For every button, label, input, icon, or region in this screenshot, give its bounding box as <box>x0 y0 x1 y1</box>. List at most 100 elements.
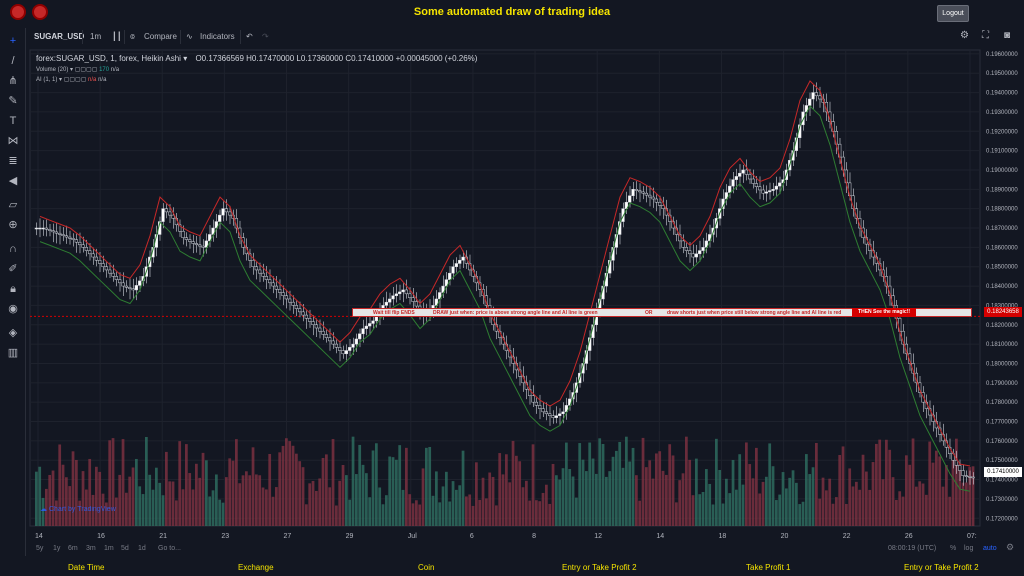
indicators-icon[interactable]: ∿ <box>186 32 193 41</box>
level-price-badge: 0.18243658 <box>984 307 1022 317</box>
eye-icon[interactable]: ◉ <box>8 303 18 315</box>
settings-icon[interactable]: ⚙ <box>1006 542 1015 552</box>
goto-button[interactable]: Go to... <box>158 545 181 552</box>
ruler-icon[interactable]: ▱ <box>8 199 18 211</box>
x-tick-label: 21 <box>159 533 167 540</box>
candle <box>904 343 908 355</box>
fullscreen-icon[interactable]: ⛶ <box>982 30 989 41</box>
range-1y[interactable]: 1y <box>53 545 61 552</box>
compare-button[interactable]: Compare <box>144 32 177 41</box>
volume-bar <box>321 457 325 526</box>
tradingview-watermark[interactable]: ☁ Chart by TradingView <box>40 506 116 513</box>
range-1m[interactable]: 1m <box>104 545 114 552</box>
footer-labels: Date Time Exchange Coin Entry or Take Pr… <box>0 560 1024 576</box>
volume-bar <box>671 455 675 526</box>
lock-drawings-icon[interactable]: ✐ <box>8 263 18 275</box>
lock-icon[interactable]: 🔒︎ <box>10 283 16 295</box>
symbol-legend[interactable]: forex:SUGAR_USD, 1, forex, Heikin Ashi <box>36 54 181 63</box>
volume-bar <box>351 436 355 526</box>
volume-bar <box>471 505 475 526</box>
trash-icon[interactable]: ▥ <box>7 347 19 359</box>
candle <box>811 92 815 100</box>
candle-style-icon[interactable]: ┃┃ <box>112 32 122 41</box>
range-6m[interactable]: 6m <box>68 545 78 552</box>
crosshair-icon[interactable]: + <box>9 35 17 47</box>
compare-icon[interactable]: ⟃ <box>130 32 135 41</box>
log-toggle[interactable]: log <box>964 545 974 552</box>
volume-bar <box>475 462 478 526</box>
volume-bar <box>728 493 732 526</box>
interval-button[interactable]: 1m <box>90 32 102 41</box>
volume-bar <box>491 476 495 526</box>
volume-bar <box>765 476 768 526</box>
volume-bar <box>908 464 912 526</box>
forecast-icon[interactable]: ≣ <box>8 155 18 167</box>
volume-bar <box>338 480 342 526</box>
volume-bar <box>815 442 818 526</box>
layers-icon[interactable]: ◈ <box>8 327 18 339</box>
zoom-icon[interactable]: ⊕ <box>8 219 18 231</box>
range-3m[interactable]: 3m <box>86 545 96 552</box>
text-icon[interactable]: T <box>9 115 17 127</box>
y-tick-label: 0.19000000 <box>986 168 1018 174</box>
candle <box>738 172 742 177</box>
volume-bar <box>541 492 545 526</box>
candle <box>84 247 88 251</box>
volume-bar <box>841 446 845 526</box>
candle <box>724 192 728 200</box>
candle <box>918 382 922 393</box>
ai-legend[interactable]: AI (1, 1) <box>36 77 58 83</box>
volume-bar <box>98 471 102 526</box>
candle <box>544 411 548 415</box>
magnet-icon[interactable]: ∩ <box>9 243 17 255</box>
volume-bar <box>855 481 858 526</box>
volume-bar <box>758 493 762 526</box>
candle <box>214 221 218 229</box>
x-tick-label: 12 <box>594 533 602 540</box>
price-chart[interactable]: 0.19600000 0.19500000 0.19400000 0.19300000… <box>28 48 1024 556</box>
candle <box>444 279 448 287</box>
volume-bar <box>665 474 668 526</box>
trend-line-icon[interactable]: / <box>11 55 15 67</box>
brand-logo-icon[interactable] <box>10 4 26 20</box>
pattern-icon[interactable]: ⋈ <box>7 135 19 147</box>
legend-dropdown-icon[interactable]: ▾ <box>183 54 190 63</box>
y-tick-label: 0.19200000 <box>986 129 1018 135</box>
legend-dropdown-icon[interactable]: ▾ ▢▢▢▢ <box>59 77 89 83</box>
candle <box>81 244 85 248</box>
volume-bar <box>768 443 772 526</box>
pitchfork-icon[interactable]: ⋔ <box>8 75 18 87</box>
ai-red-line <box>39 80 971 467</box>
x-tick-label: 18 <box>718 533 726 540</box>
candle <box>534 401 538 406</box>
symbol-search[interactable]: SUGAR_USD <box>34 32 85 41</box>
indicators-button[interactable]: Indicators <box>200 32 235 41</box>
candle <box>641 191 645 194</box>
legend-dropdown-icon[interactable]: ▾ ▢▢▢▢ <box>70 67 100 73</box>
y-tick-label: 0.19600000 <box>986 52 1018 58</box>
volume-bar <box>118 474 122 526</box>
volume-bar <box>965 482 968 526</box>
range-1d[interactable]: 1d <box>138 545 146 552</box>
brush-icon[interactable]: ✎ <box>8 95 18 107</box>
candle <box>318 327 322 332</box>
range-5y[interactable]: 5y <box>36 545 44 552</box>
percent-toggle[interactable]: % <box>950 545 957 552</box>
candle <box>441 285 445 293</box>
y-tick-label: 0.19300000 <box>986 110 1018 116</box>
camera-icon[interactable]: ◙ <box>1004 30 1011 41</box>
range-5d[interactable]: 5d <box>121 545 129 552</box>
logout-button[interactable]: Logout <box>937 5 969 22</box>
chart-area[interactable]: 0.19600000 0.19500000 0.19400000 0.19300000… <box>28 48 1024 556</box>
brand-logo-icon[interactable] <box>32 4 48 20</box>
settings-icon[interactable]: ⚙ <box>960 30 969 41</box>
auto-toggle[interactable]: auto <box>983 545 997 552</box>
redo-icon[interactable]: ↷ <box>262 32 269 41</box>
volume-bar <box>435 471 438 526</box>
volume-bar <box>88 458 92 526</box>
volume-legend[interactable]: Volume (20) <box>36 67 69 73</box>
undo-icon[interactable]: ↶ <box>246 32 253 41</box>
volume-bar <box>901 496 905 526</box>
banner-draw-text: DRAW just when: price is above strong an… <box>433 310 598 316</box>
back-arrow-icon[interactable]: ◀ <box>8 175 18 187</box>
